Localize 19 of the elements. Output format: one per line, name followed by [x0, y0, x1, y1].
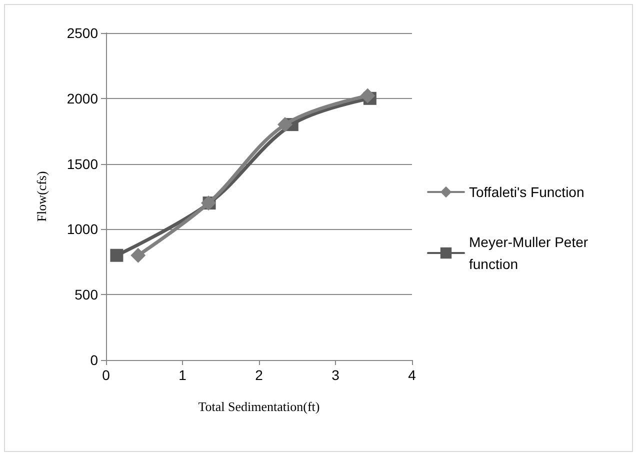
y-tick-label: 500 [74, 286, 98, 303]
x-tick-label: 2 [255, 367, 264, 383]
y-tick-label: 1500 [66, 156, 98, 172]
point [130, 248, 146, 263]
point [110, 248, 124, 262]
legend-label: Meyer-Muller Peter function [469, 234, 592, 272]
x-tick-label: 4 [408, 367, 416, 383]
y-tick-label: 1000 [66, 221, 98, 238]
legend-label: Toffaleti's Function [469, 184, 584, 200]
point [360, 88, 376, 104]
x-tick-label: 3 [332, 367, 340, 383]
x-axis-title: Total Sedimentation(ft) [198, 399, 320, 414]
point [278, 117, 293, 132]
x-tick-label: 1 [178, 367, 187, 383]
y-tick-label: 0 [90, 352, 98, 368]
y-axis-title: Flow(cfs) [34, 171, 49, 222]
y-tick-label: 2500 [66, 25, 98, 41]
x-tick-label: 0 [102, 367, 110, 383]
y-tick-label: 2000 [66, 90, 98, 106]
